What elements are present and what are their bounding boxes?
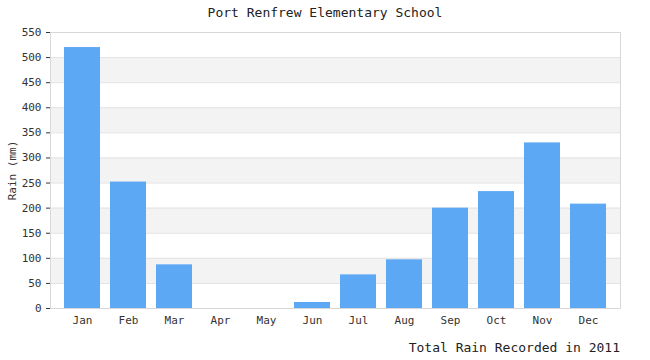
html-text:Port Renfrew Elementary School: Port Renfrew Elementary School <box>207 5 443 20</box>
svg-text:500: 500 <box>22 51 42 64</box>
svg-text:50: 50 <box>28 277 41 290</box>
svg-text:Dec: Dec <box>579 314 599 327</box>
svg-text:Oct: Oct <box>487 314 507 327</box>
svg-text:Feb: Feb <box>119 314 139 327</box>
svg-text:150: 150 <box>22 227 42 240</box>
svg-text:550: 550 <box>22 26 42 39</box>
svg-text:Jun: Jun <box>303 314 323 327</box>
svg-text:350: 350 <box>22 126 42 139</box>
svg-text:Mar: Mar <box>165 314 185 327</box>
svg-text:Apr: Apr <box>211 314 231 327</box>
svg-text:450: 450 <box>22 76 42 89</box>
html-text:Total Rain Recorded in 2011: Total Rain Recorded in 2011 <box>408 340 620 355</box>
svg-text:Rain (mm): Rain (mm) <box>6 141 19 201</box>
svg-text:Jan: Jan <box>73 314 93 327</box>
svg-text:0: 0 <box>35 302 42 315</box>
svg-text:Nov: Nov <box>533 314 553 327</box>
svg-text:Jul: Jul <box>349 314 369 327</box>
svg-text:300: 300 <box>22 151 42 164</box>
svg-text:250: 250 <box>22 177 42 190</box>
svg-text:Aug: Aug <box>395 314 415 327</box>
svg-text:Sep: Sep <box>441 314 461 327</box>
svg-text:400: 400 <box>22 101 42 114</box>
svg-text:May: May <box>257 314 277 327</box>
svg-text:100: 100 <box>22 252 42 265</box>
svg-text:200: 200 <box>22 202 42 215</box>
